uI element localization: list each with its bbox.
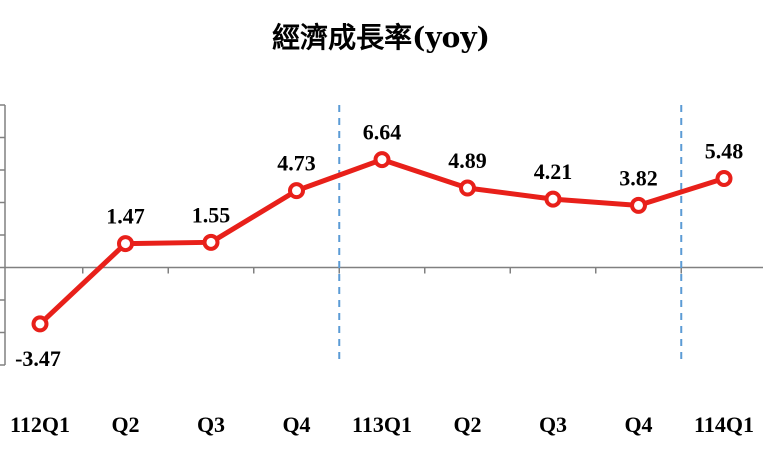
data-point	[31, 315, 49, 333]
data-point	[715, 169, 733, 187]
x-tick-label: Q2	[111, 412, 139, 437]
x-tick-label: 112Q1	[10, 412, 70, 437]
data-label: 4.21	[534, 159, 573, 184]
data-point	[288, 182, 305, 200]
x-tick-label: Q3	[539, 412, 567, 437]
data-point	[630, 196, 647, 214]
data-label: 5.48	[705, 138, 744, 163]
data-point	[117, 235, 134, 253]
x-tick-label: Q4	[282, 412, 310, 437]
data-point	[544, 190, 562, 208]
data-point	[202, 233, 220, 251]
chart-title: 經濟成長率(yoy)	[272, 21, 490, 54]
year-dividers	[338, 105, 683, 365]
data-label: 3.82	[619, 165, 658, 190]
data-point	[459, 179, 476, 197]
data-labels: -3.47 1.47 1.55 4.73 6.64 4.89 4.21 3.82 5.48	[15, 120, 743, 371]
data-label: 1.55	[192, 202, 231, 227]
data-label: 4.89	[448, 148, 487, 173]
data-points	[31, 151, 733, 333]
x-tick-labels: 112Q1 Q2 Q3 Q4 113Q1 Q2 Q3 Q4 114Q1	[10, 412, 754, 437]
y-axis	[0, 104, 763, 366]
x-tick-label: Q4	[624, 412, 652, 437]
x-tick-label: Q3	[197, 412, 225, 437]
data-label: -3.47	[15, 346, 61, 371]
x-tick-label: 114Q1	[694, 412, 754, 437]
data-label: 6.64	[363, 120, 402, 145]
x-tick-label: Q2	[453, 412, 481, 437]
data-label: 1.47	[106, 204, 145, 229]
x-tick-label: 113Q1	[352, 412, 412, 437]
data-point	[373, 151, 391, 169]
x-axis-ticks	[82, 267, 682, 274]
data-label: 4.73	[277, 151, 316, 176]
